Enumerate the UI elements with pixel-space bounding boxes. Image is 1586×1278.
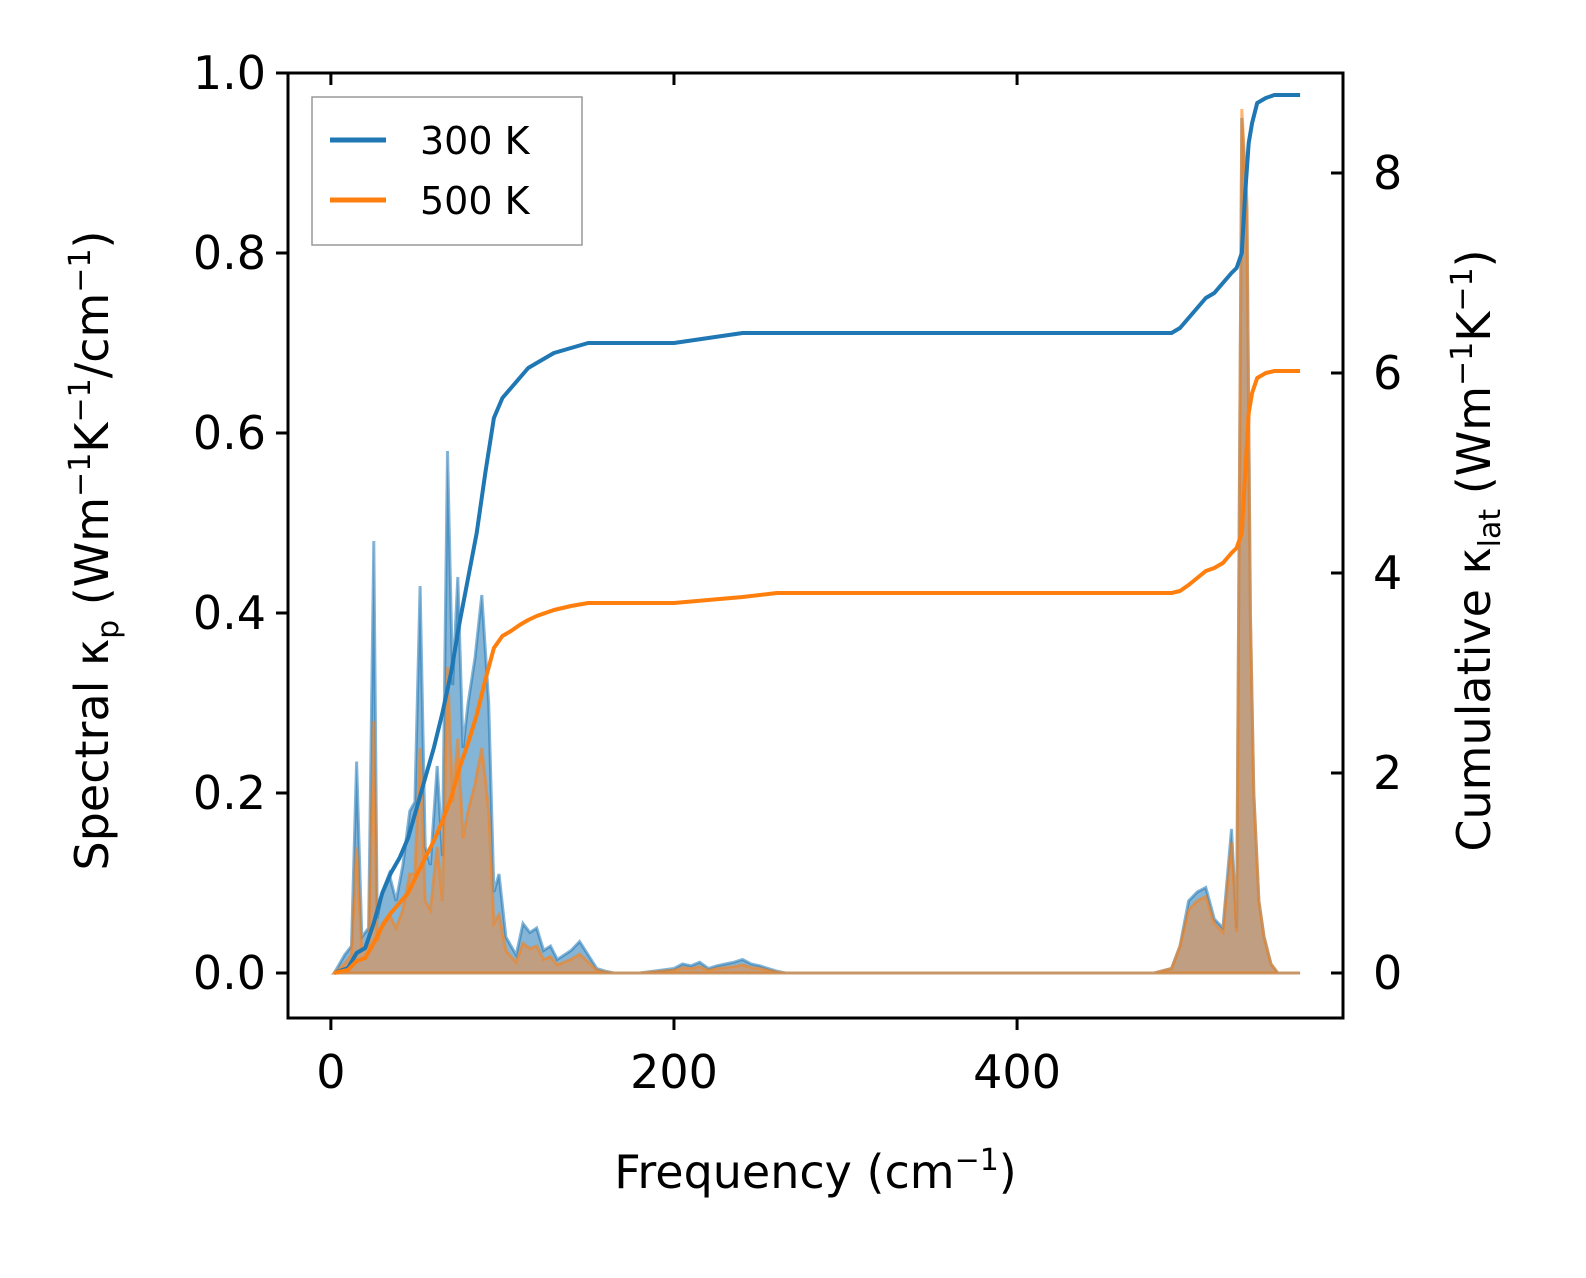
y-left-tick-label: 0.0 (193, 946, 266, 1000)
cumulative-line-500k (333, 369, 1301, 975)
y-right-tick-label: 6 (1373, 346, 1402, 400)
y-left-tick-label: 1.0 (193, 46, 266, 100)
x-tick-label: 200 (630, 1045, 718, 1099)
axis-ticks: 0 200 400 0.0 0.2 0.4 0.6 0.8 1.0 0 2 4 6 8 (193, 46, 1402, 1099)
y-right-axis-label: Cumulative κlat (Wm−1K−1) (1445, 249, 1508, 851)
x-tick-label: 0 (316, 1045, 345, 1099)
cumulative-lines (333, 93, 1301, 975)
y-left-tick-label: 0.4 (193, 586, 266, 640)
legend-box (311, 96, 583, 246)
spectral-area-500k (330, 108, 1301, 975)
spectral-fills (330, 108, 1301, 975)
y-right-tick-label: 4 (1373, 546, 1402, 600)
y-left-axis-label: Spectral κp (Wm−1K−1/cm−1) (63, 231, 126, 871)
y-left-tick-label: 0.2 (193, 766, 266, 820)
y-right-tick-label: 0 (1373, 946, 1402, 1000)
plot-area (330, 93, 1301, 975)
legend-label-300k: 300 K (420, 119, 531, 163)
x-axis-label: Frequency (cm−1) (614, 1143, 1017, 1199)
axes-frame (286, 71, 1345, 1020)
legend-label-500k: 500 K (420, 179, 531, 223)
cumulative-line-300k (333, 93, 1301, 975)
y-right-tick-label: 8 (1373, 146, 1402, 200)
y-left-tick-label: 0.8 (193, 226, 266, 280)
y-right-tick-label: 2 (1373, 746, 1402, 800)
x-tick-label: 400 (973, 1045, 1061, 1099)
y-left-tick-label: 0.6 (193, 406, 266, 460)
legend: 300 K 500 K (311, 96, 583, 246)
